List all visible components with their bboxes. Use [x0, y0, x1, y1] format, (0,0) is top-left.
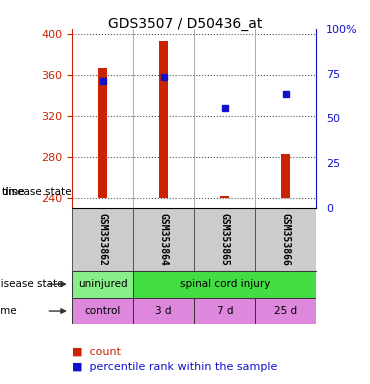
Text: GSM353866: GSM353866 [281, 213, 291, 266]
Text: disease state: disease state [2, 187, 71, 197]
Bar [281, 154, 290, 198]
Text: 3 d: 3 d [155, 306, 172, 316]
Bar [133, 271, 316, 298]
Text: GSM353865: GSM353865 [220, 213, 230, 266]
Text: uninjured: uninjured [78, 279, 128, 289]
Text: spinal cord injury: spinal cord injury [179, 279, 270, 289]
Text: 25 d: 25 d [274, 306, 297, 316]
Text: GSM353862: GSM353862 [98, 213, 108, 266]
Text: disease state: disease state [0, 279, 64, 289]
Text: ■  percentile rank within the sample: ■ percentile rank within the sample [72, 362, 278, 372]
Bar [194, 298, 255, 324]
Bar [72, 208, 133, 271]
Text: control: control [84, 306, 121, 316]
Bar [72, 271, 133, 298]
Text: 7 d: 7 d [216, 306, 233, 316]
Bar [255, 208, 316, 271]
Bar [255, 298, 316, 324]
Text: GSM353864: GSM353864 [159, 213, 169, 266]
Bar [133, 298, 194, 324]
Bar [133, 208, 194, 271]
Text: ■  count: ■ count [72, 346, 121, 356]
Bar [98, 68, 107, 198]
Bar [159, 41, 168, 198]
Text: GDS3507 / D50436_at: GDS3507 / D50436_at [108, 17, 262, 31]
Text: time: time [2, 187, 26, 197]
Bar [194, 208, 255, 271]
Bar [220, 196, 229, 198]
Bar [72, 298, 133, 324]
Text: time: time [0, 306, 18, 316]
